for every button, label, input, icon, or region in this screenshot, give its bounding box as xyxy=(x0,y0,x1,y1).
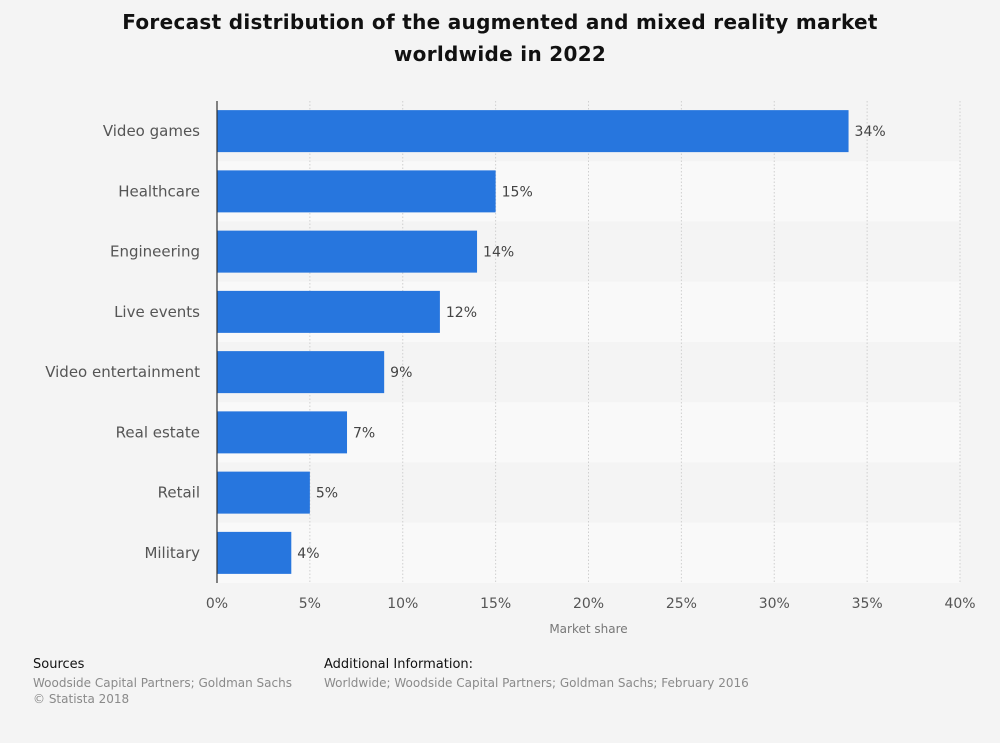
category-label: Military xyxy=(144,544,200,562)
data-label: 15% xyxy=(502,184,533,200)
category-label: Healthcare xyxy=(118,182,200,200)
category-label: Video entertainment xyxy=(45,363,200,381)
additional-info-text: Worldwide; Woodside Capital Partners; Go… xyxy=(324,676,749,690)
category-label: Real estate xyxy=(116,423,200,441)
category-label: Live events xyxy=(114,303,200,321)
data-label: 34% xyxy=(855,124,886,140)
x-tick-label: 15% xyxy=(480,596,511,612)
x-tick-label: 40% xyxy=(944,596,975,612)
sources-line1: Woodside Capital Partners; Goldman Sachs xyxy=(33,676,292,690)
x-tick-label: 25% xyxy=(666,596,697,612)
bar xyxy=(217,230,478,273)
bar xyxy=(217,110,849,153)
category-label: Video games xyxy=(103,122,200,140)
x-axis-title: Market share xyxy=(549,622,627,636)
x-tick-label: 35% xyxy=(852,596,883,612)
data-label: 12% xyxy=(446,305,477,321)
data-label: 7% xyxy=(353,425,375,441)
x-tick-label: 20% xyxy=(573,596,604,612)
additional-info-label: Additional Information: xyxy=(324,657,474,672)
data-label: 9% xyxy=(390,365,412,381)
category-label: Retail xyxy=(158,484,200,502)
data-label: 5% xyxy=(316,486,338,502)
bar xyxy=(217,170,496,213)
bar xyxy=(217,351,385,394)
x-tick-label: 5% xyxy=(299,596,321,612)
chart-title-line2: worldwide in 2022 xyxy=(393,42,607,66)
bar xyxy=(217,411,348,454)
x-tick-label: 0% xyxy=(206,596,228,612)
sources-text: Woodside Capital Partners; Goldman Sachs… xyxy=(33,675,292,707)
x-tick-label: 30% xyxy=(759,596,790,612)
data-label: 14% xyxy=(483,245,514,261)
bar xyxy=(217,531,292,574)
data-label: 4% xyxy=(297,546,319,562)
x-tick-label: 10% xyxy=(387,596,418,612)
sources-label: Sources xyxy=(33,657,85,672)
chart-title: Forecast distribution of the augmented a… xyxy=(0,6,1000,70)
chart-title-line1: Forecast distribution of the augmented a… xyxy=(122,10,878,34)
bar xyxy=(217,471,310,514)
bar xyxy=(217,290,440,333)
sources-line2: © Statista 2018 xyxy=(33,692,130,706)
category-label: Engineering xyxy=(110,243,200,261)
